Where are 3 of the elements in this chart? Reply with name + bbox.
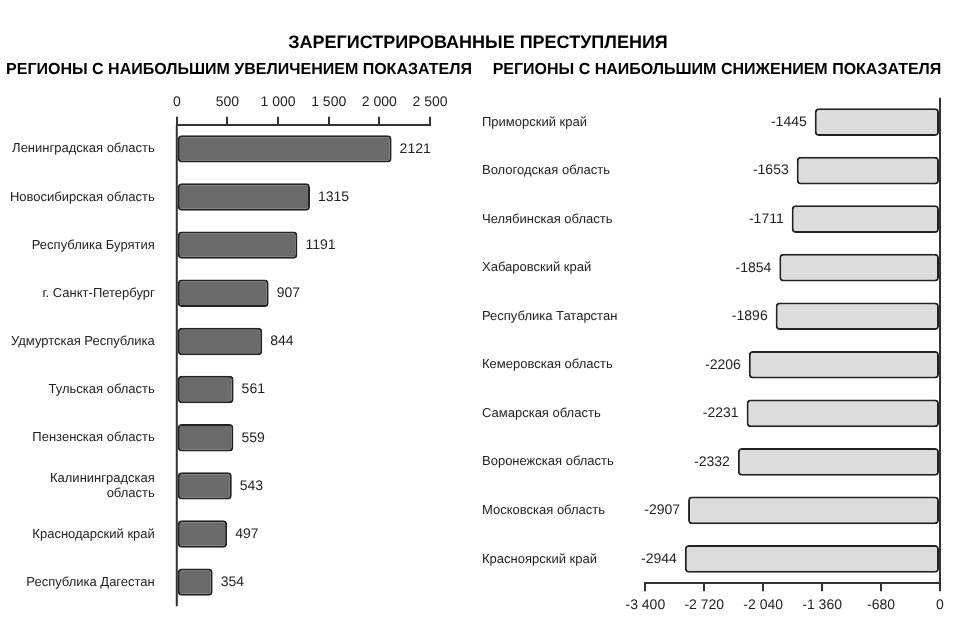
chart-subtitle: РЕГИОНЫ С НАИБОЛЬШИМ УВЕЛИЧЕНИЕМ ПОКАЗАТЕЛЯ (4, 58, 474, 82)
chart-title: РЕГИОНЫ С НАИБОЛЬШИМ СНИЖЕНИЕМ ПОКАЗАТЕЛЯ (490, 58, 944, 82)
text: ЗАРЕГИСТРИРОВАННЫЕ ПРЕСТУПЛЕНИЯ (286, 30, 670, 56)
